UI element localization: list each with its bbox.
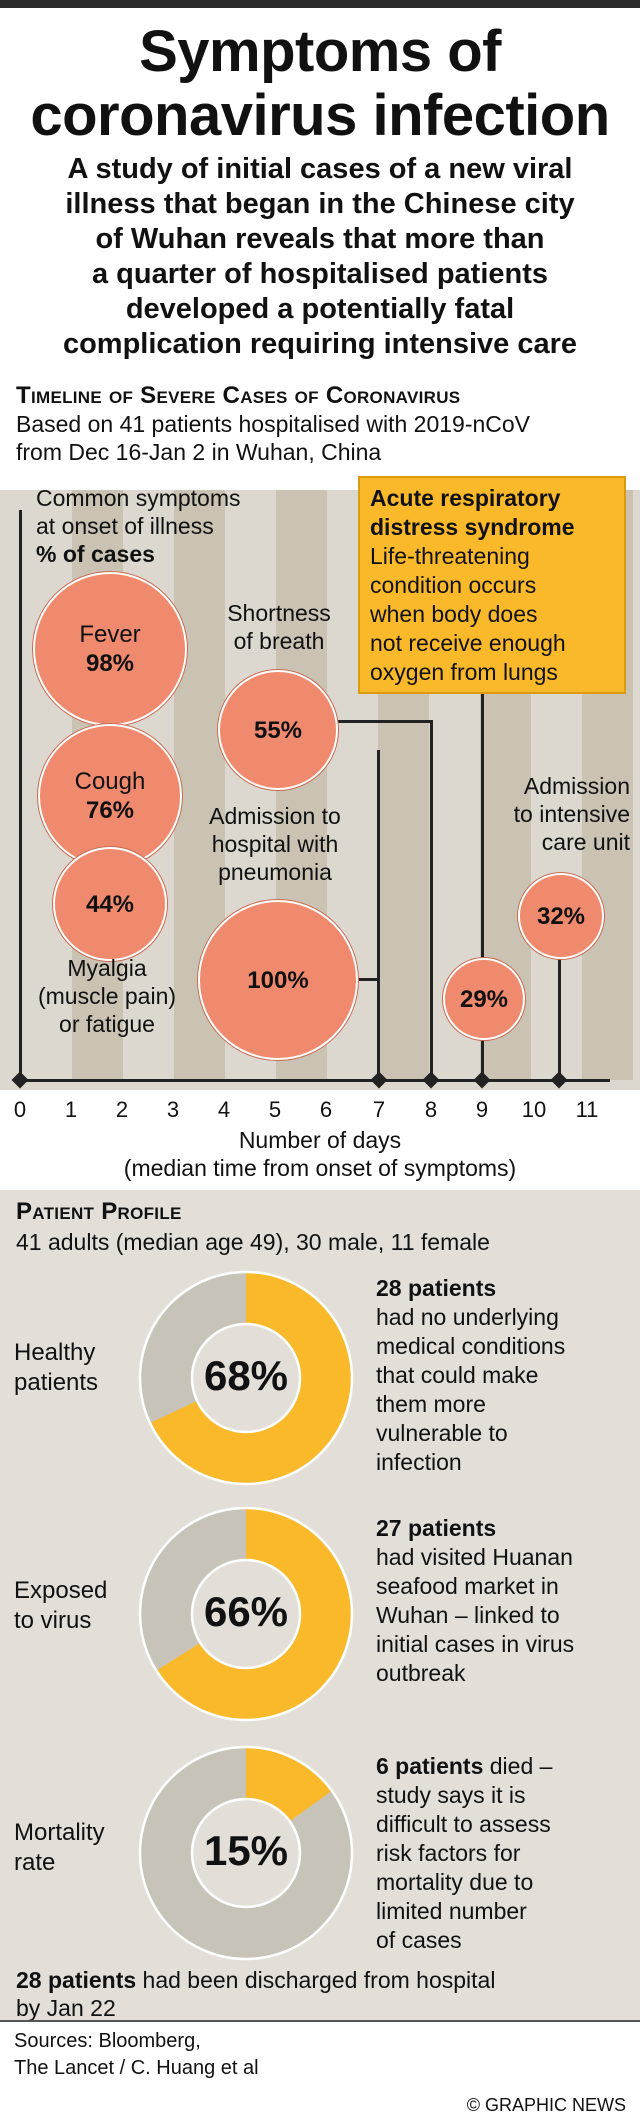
donut-inner-ring [190,1797,302,1909]
icu-bubble: 32% [518,873,604,959]
tick-label: 5 [268,1097,282,1122]
tick-label: 3 [166,1097,180,1122]
day0-line [19,510,22,1080]
cough-bubble: Cough 76% [38,724,182,868]
donut-pct-healthy: 68% [203,1352,289,1399]
donut-outer-ring [138,1506,354,1722]
top-bar [0,0,640,8]
donut-exposed [138,1506,354,1722]
timeline-heading: Timeline of Severe Cases of Coronavirus [16,382,461,409]
donut-outer-ring [138,1745,354,1961]
axis-label: Number of days (median time from onset o… [123,1127,517,1181]
myalgia-bubble: 44% [53,847,167,961]
tick-label: 6 [319,1097,333,1122]
breath-label: Shortness of breath [227,600,331,654]
tick-label: 1 [64,1097,78,1122]
day7-line [377,750,380,1080]
footer-divider [0,2020,640,2022]
profile-heading: Patient Profile [16,1198,182,1225]
tick-label: 0 [13,1097,27,1122]
donut-arc-mortality [140,1747,352,1959]
pneumonia-bubble: 100% [198,900,358,1060]
timeline-axis [20,1079,610,1082]
day105-marker [550,1071,568,1089]
tick-label: 4 [217,1097,231,1122]
copyright: © GRAPHIC NEWS [466,2095,626,2115]
breath-connector [334,720,433,723]
icu-label: Admission to intensive care unit [513,773,630,855]
donut-inner-ring [190,1322,302,1434]
day0-marker [11,1071,29,1089]
pneumonia-label: Admission to hospital with pneumonia [209,803,341,885]
subtitle: A study of initial cases of a new viral … [62,153,578,360]
donut-label-exposed: Exposed to virus [14,1577,108,1634]
donut-inner-ring [190,1558,302,1670]
sources: Sources: Bloomberg, The Lancet / C. Huan… [14,2030,259,2079]
donut-pct-exposed: 66% [203,1588,289,1635]
healthy-description: 28 patients had no underlying medical co… [376,1275,566,1475]
exposed-description: 27 patients had visited Huanan seafood m… [376,1515,575,1686]
timeline-description: Based on 41 patients hospitalised with 2… [16,411,531,465]
ards-box: Acute respiratory distress syndrome Life… [358,476,626,694]
tick-label: 10 [521,1097,547,1122]
day8-line [430,720,433,1080]
tick-label: 2 [115,1097,129,1122]
tick-label: 7 [372,1097,386,1122]
donut-pct-mortality: 15% [203,1827,289,1874]
tick-label: 11 [575,1097,599,1122]
profile-description: 41 adults (median age 49), 30 male, 11 f… [16,1229,490,1255]
tick-label: 9 [475,1097,489,1122]
day105-line [558,905,561,1080]
donut-outer-ring [138,1270,354,1486]
mortality-description: 6 patients died – study says it is diffi… [376,1753,553,1953]
donut-healthy [138,1270,354,1486]
donut-label-mortality: Mortality rate [14,1819,105,1876]
myalgia-label: Myalgia (muscle pain) or fatigue [37,955,177,1037]
symptoms-heading: Common symptoms at onset of illness % of… [36,485,241,567]
day9-line [481,694,484,1080]
donut-arc-exposed [140,1508,352,1720]
tick-label: 8 [424,1097,438,1122]
ards-bubble: 29% [443,958,525,1040]
fever-bubble: Fever 98% [33,572,187,726]
breath-bubble: 55% [218,670,338,790]
donut-label-healthy: Healthy patients [14,1339,99,1396]
page-title: Symptoms of coronavirus infection [30,19,610,148]
donut-mortality [138,1745,354,1961]
pneumonia-connector [354,978,380,981]
discharged-footnote: 28 patients had been discharged from hos… [16,1967,496,2021]
donut-arc-healthy [140,1272,352,1484]
